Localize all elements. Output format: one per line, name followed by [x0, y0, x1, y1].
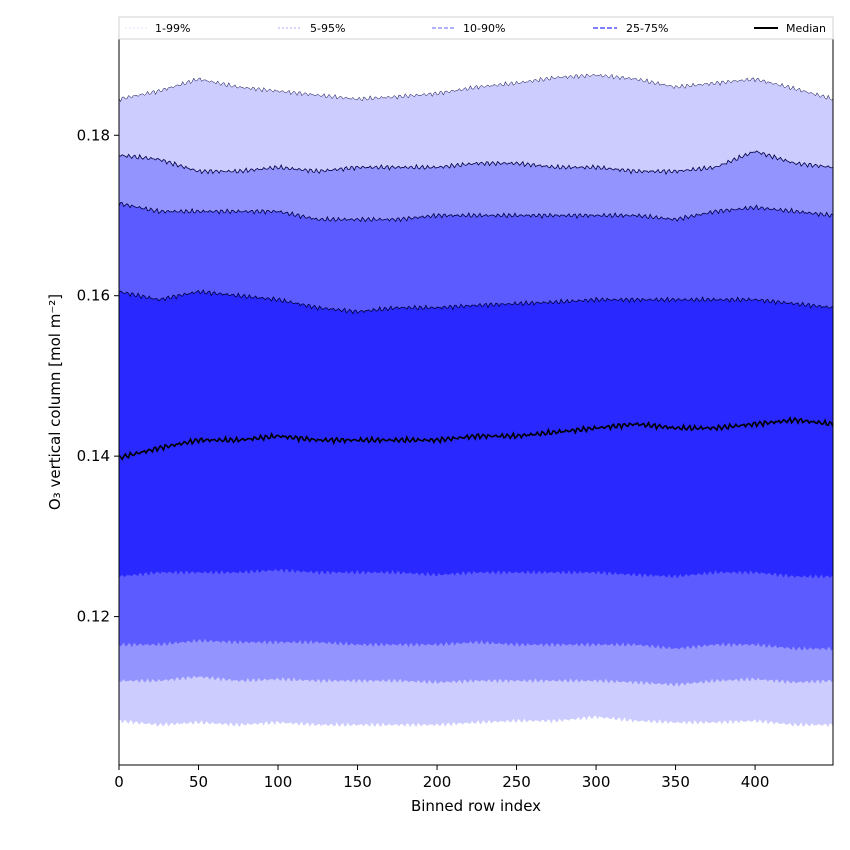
x-tick-label: 350	[661, 773, 690, 791]
x-tick-label: 200	[423, 773, 452, 791]
x-tick-label: 400	[741, 773, 770, 791]
y-tick-label: 0.18	[77, 126, 110, 144]
median-line	[119, 416, 833, 461]
x-tick-label: 250	[502, 773, 531, 791]
legend-label: 10-90%	[463, 22, 505, 35]
y-axis-label: O₃ vertical column [mol m⁻²]	[46, 294, 64, 510]
legend-box	[118, 16, 834, 40]
percentile-bands	[119, 73, 833, 728]
y-tick-label: 0.16	[77, 287, 110, 305]
x-tick-label: 300	[582, 773, 611, 791]
x-axis-label: Binned row index	[411, 797, 541, 815]
band-25-75	[119, 289, 833, 579]
legend-label: 25-75%	[626, 22, 668, 35]
x-tick-label: 50	[189, 773, 208, 791]
legend-label: 1-99%	[155, 22, 190, 35]
x-tick-label: 100	[264, 773, 293, 791]
x-tick-label: 0	[114, 773, 124, 791]
median-layer	[119, 416, 833, 461]
band-25-75-upper-edge	[119, 289, 833, 315]
band-5-95-upper-edge	[119, 150, 833, 176]
x-axis: 0 50 100 150 200 250 300 350 400	[114, 765, 769, 791]
band-10-90-upper-edge	[119, 202, 833, 223]
legend-label: 5-95%	[310, 22, 345, 35]
legend: 1-99% 5-95% 10-90% 25-75% Median	[118, 16, 834, 40]
x-tick-label: 150	[343, 773, 372, 791]
legend-label: Median	[786, 22, 826, 35]
y-axis: 0.12 0.14 0.16 0.18	[77, 126, 119, 626]
y-tick-label: 0.12	[77, 608, 110, 626]
band-1-99-upper-edge	[119, 73, 833, 103]
y-tick-label: 0.14	[77, 447, 110, 465]
